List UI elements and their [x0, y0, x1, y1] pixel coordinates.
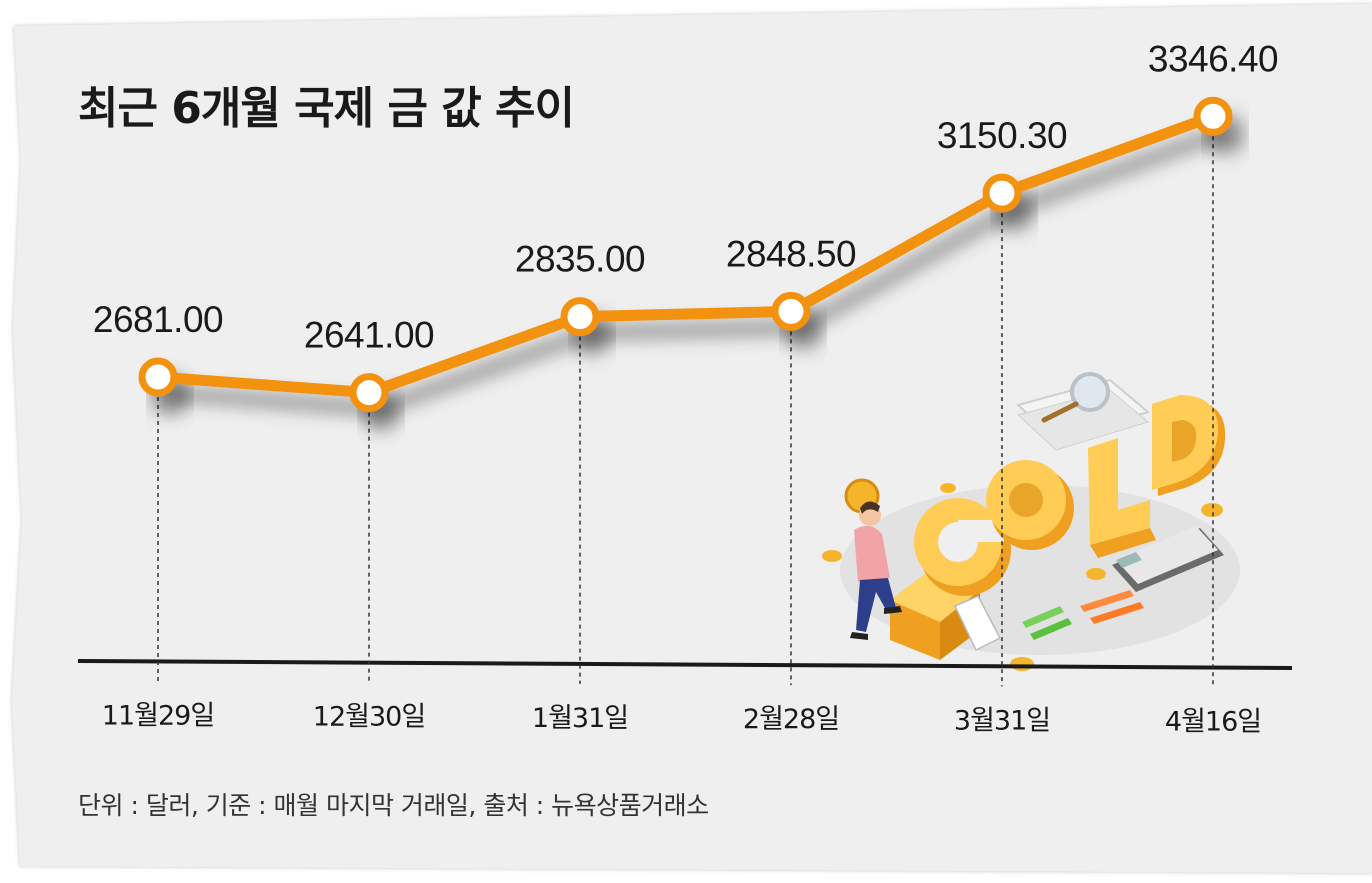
x-tick-label: 12월30일	[313, 702, 425, 733]
data-point-marker	[982, 173, 1022, 213]
data-markers	[138, 96, 1233, 413]
value-labels: 2681.00 2641.00 2835.00 2848.50 3150.30 3346.…	[93, 38, 1279, 356]
x-axis-line	[77, 659, 1293, 670]
magnifier-icon	[1015, 372, 1151, 451]
x-tick-label: 11월29일	[102, 700, 214, 731]
gold-letter-d	[1152, 395, 1226, 496]
data-label: 3150.30	[937, 115, 1067, 156]
data-point-marker	[1193, 96, 1233, 136]
gold-letter-o	[986, 460, 1074, 550]
x-tick-label: 2월28일	[743, 704, 839, 735]
gold-letter-g	[914, 498, 1011, 596]
data-label: 2835.00	[515, 239, 645, 280]
calculator-icon	[1112, 526, 1224, 592]
data-label: 2641.00	[304, 315, 434, 356]
data-point-marker	[771, 291, 811, 331]
series-line-shadow	[167, 126, 1226, 415]
drop-lines	[157, 136, 1214, 688]
person-icon	[850, 501, 902, 640]
x-tick-labels: 11월29일 12월30일 1월31일 2월28일 3월31일 4월16일	[102, 700, 1262, 738]
chart-title: 최근 6개월 국제 금 값 추이	[78, 83, 575, 134]
data-label: 2848.50	[726, 233, 856, 274]
data-point-marker	[349, 373, 389, 413]
data-label: 3346.40	[1148, 38, 1278, 79]
data-label: 2681.00	[93, 299, 223, 340]
data-point-marker	[138, 357, 178, 397]
x-tick-label: 4월16일	[1165, 707, 1261, 738]
gold-letter-l	[1088, 438, 1156, 558]
series-line-group	[152, 110, 1219, 399]
x-tick-label: 1월31일	[532, 703, 628, 734]
bar-chart-icon	[1022, 590, 1144, 640]
data-point-marker	[560, 297, 600, 337]
footnote: 단위 : 달러, 기준 : 매월 마지막 거래일, 출처 : 뉴욕상품거래소	[78, 791, 709, 820]
series-line	[152, 110, 1219, 399]
x-tick-label: 3월31일	[954, 705, 1050, 736]
gold-illustration	[822, 372, 1240, 671]
